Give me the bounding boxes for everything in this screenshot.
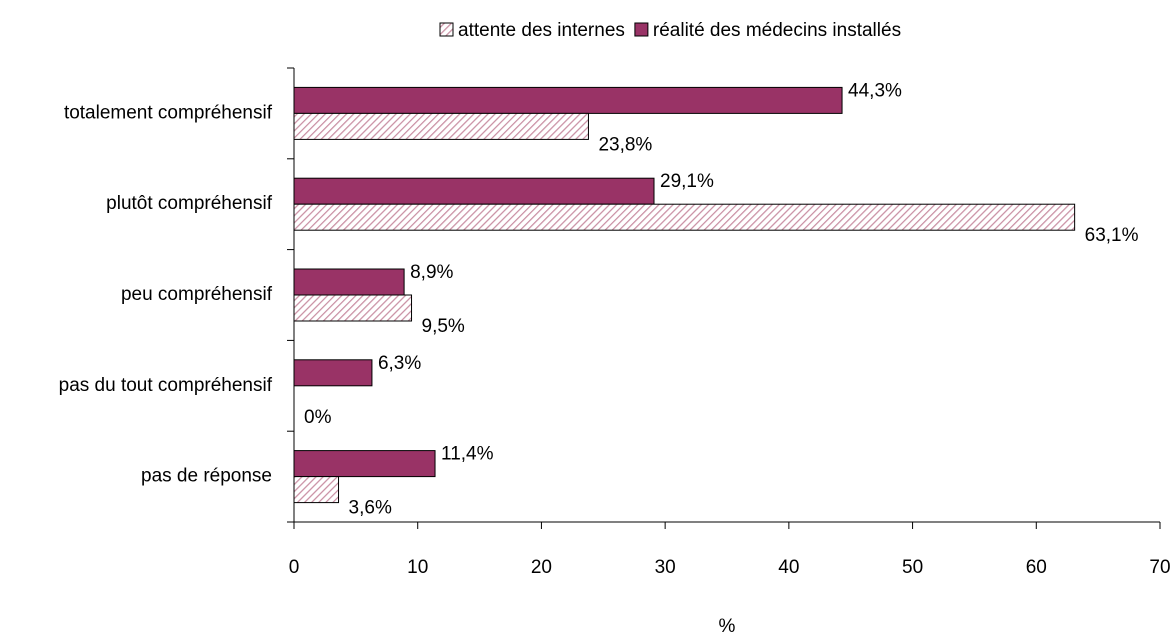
x-tick-label: 0 <box>289 557 300 578</box>
category-label: peu compréhensif <box>121 284 273 305</box>
category-label: pas du tout compréhensif <box>59 375 273 396</box>
x-tick-label: 50 <box>902 557 923 578</box>
x-tick-label: 70 <box>1149 557 1170 578</box>
bar <box>293 86 843 114</box>
data-label: 29,1% <box>660 171 714 192</box>
x-axis-label: % <box>719 616 736 637</box>
category-label: pas de réponse <box>141 466 272 487</box>
bar <box>293 203 1076 231</box>
bar <box>293 450 436 478</box>
x-tick-label: 20 <box>531 557 552 578</box>
x-tick-label: 30 <box>655 557 676 578</box>
data-label: 0% <box>304 407 332 428</box>
legend-label: attente des internes <box>458 20 625 41</box>
data-label: 63,1% <box>1085 225 1139 246</box>
bar <box>293 294 413 322</box>
bar <box>293 112 589 140</box>
data-label: 23,8% <box>598 134 652 155</box>
category-label: plutôt compréhensif <box>106 193 273 214</box>
data-label: 11,4% <box>441 444 494 465</box>
data-label: 44,3% <box>848 80 902 101</box>
x-tick-label: 40 <box>778 557 799 578</box>
legend-swatch <box>439 22 454 37</box>
data-label: 9,5% <box>422 316 465 337</box>
bar <box>293 177 655 205</box>
legend-label: réalité des médecins installés <box>653 20 901 41</box>
bar <box>293 359 373 387</box>
bar <box>293 268 405 296</box>
legend-swatch <box>634 22 649 37</box>
bar <box>293 476 340 504</box>
category-label: totalement compréhensif <box>64 102 273 123</box>
data-label: 8,9% <box>410 262 453 283</box>
x-tick-label: 60 <box>1026 557 1047 578</box>
data-label: 3,6% <box>349 498 392 519</box>
data-label: 6,3% <box>378 353 421 374</box>
x-tick-label: 10 <box>407 557 428 578</box>
